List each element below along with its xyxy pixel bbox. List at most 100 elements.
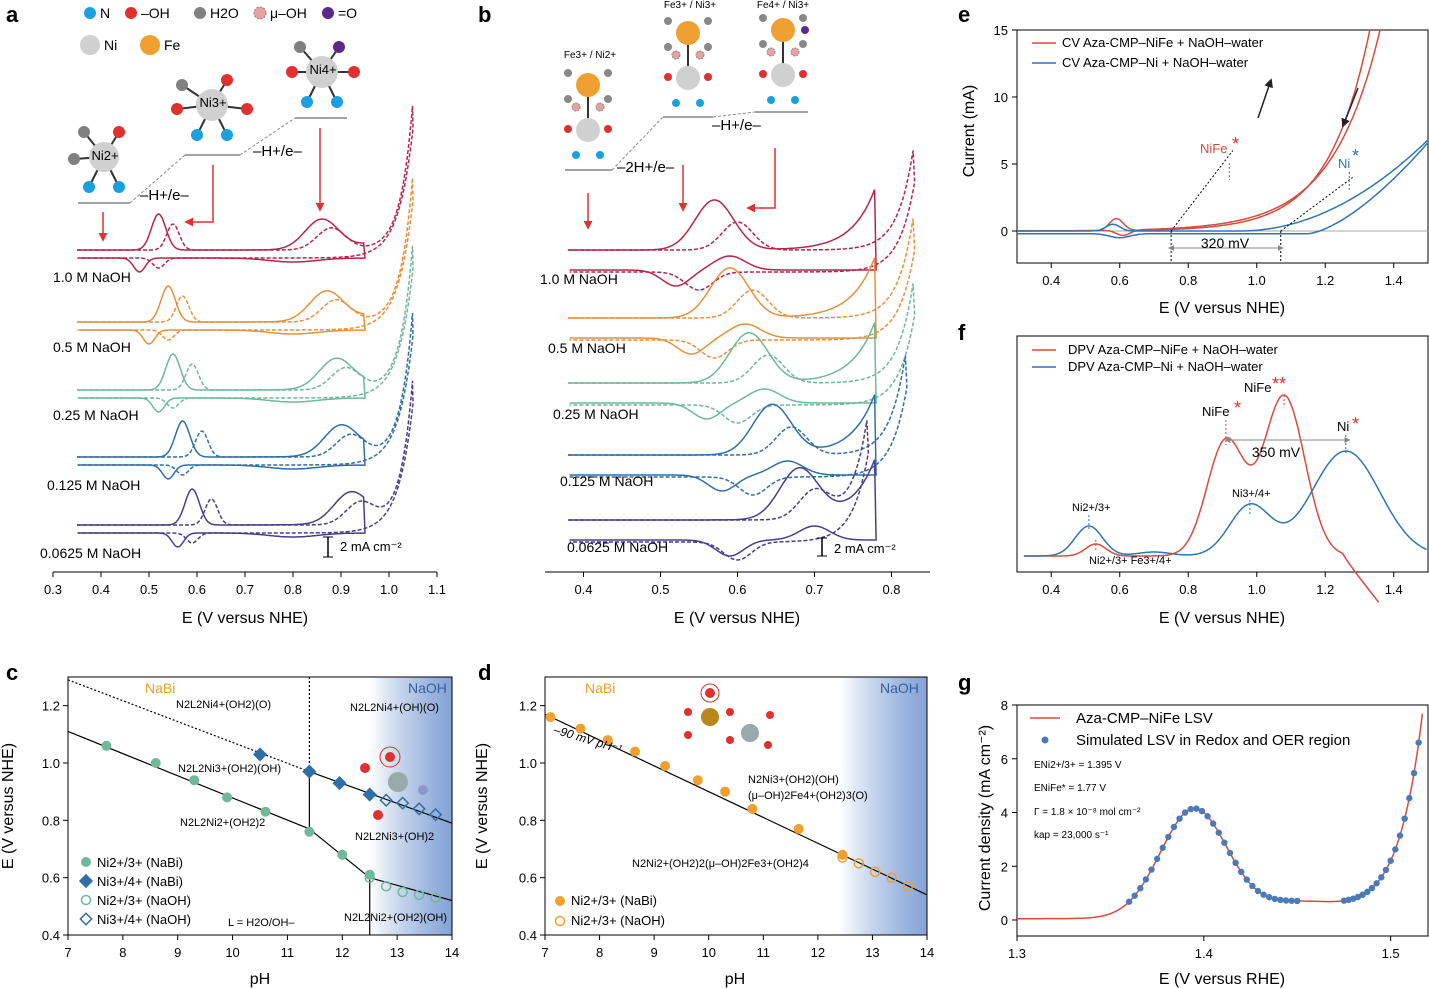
g-sim-point [1209,820,1217,827]
f-gap-label: 350 mV [1252,444,1301,460]
d-x-tick-label: 12 [811,945,825,960]
c-line-ni23-c [369,877,453,902]
panel-letter-g: g [958,670,971,695]
c-x-tick-label: 13 [390,945,404,960]
g-sim-point [1125,898,1133,905]
o-atom-icon [322,7,334,19]
d-point-nabi [720,786,731,797]
muoh-atom-icon [790,47,800,57]
f-x-tick-label: 1.4 [1385,582,1403,597]
g-sim-point [1215,829,1222,836]
c-y-tick-label: 1.2 [42,699,60,714]
d-point-nabi [630,746,641,757]
b-level-connector [611,111,756,171]
a-species-ni3: Ni3+ [199,95,226,110]
o-atom-icon [801,26,809,34]
e-star-nife: * [1232,134,1239,154]
h2o-atom-icon [799,14,807,22]
n-atom-icon [596,151,604,159]
c-point-ni23-naoh [380,881,392,892]
c-line-ni34-dashed [67,679,310,773]
c-x-tick-label: 11 [281,945,295,960]
h2o-atom-icon [664,17,672,25]
d-point-naoh [902,881,914,892]
d-species-2: (μ–OH)2Fe4+(OH2)3(O) [748,790,868,802]
c-region-naoh: NaOH [408,680,447,696]
e-ni-cv [1017,138,1429,239]
c-species-4: N2L2Ni2+(OH2)2 [180,817,265,829]
atom [191,129,203,141]
g-sim-point [1226,849,1234,857]
n-atom-icon [791,96,799,104]
d-x-tick-label: 13 [865,945,879,960]
g-sim-point [1221,839,1228,846]
d-point-nabi [793,823,804,834]
c-point-ni34-naoh [395,796,410,810]
atom [301,96,313,108]
d-x-tick-label: 11 [757,945,771,960]
d-region-nabi: NaBi [585,680,615,696]
ni-center-icon [89,142,119,172]
f-star-3: * [1352,414,1359,434]
legend-o: =O [338,5,357,21]
g-sim-point [1282,897,1290,904]
c-legend-2: Ni3+/4+ (NaBi) [97,874,183,889]
c-mol-ni-icon [388,772,408,792]
c-mol-o-icon [385,752,395,762]
a-cv-dashed-2 [77,245,414,409]
g-param-2: ENiFe* = 1.77 V [1034,783,1106,794]
ni-center-icon [576,118,600,142]
d-y-tick-label: 0.6 [519,871,537,886]
d-species-1: N2Ni3+(OH2)(OH) [748,774,839,786]
g-legend-lsv: Aza-CMP–NiFe LSV [1076,710,1213,727]
a-label-3: 0.25 M NaOH [53,407,139,423]
ni-center-icon [676,66,700,90]
d-slope: –90 mV pH⁻¹ [551,722,623,756]
g-sim-point [1373,880,1380,887]
e-legend-ni: CV Aza-CMP–Ni + NaOH–water [1062,55,1249,70]
b-arrow-3 [746,148,776,213]
legend-fe: Fe [164,37,181,53]
g-x-tick-label: 1.3 [1008,946,1026,961]
g-sim-point [1382,866,1390,874]
b-label-5: 0.0625 M NaOH [567,539,668,555]
c-point-ni23-nabi [222,792,233,803]
e-ni-tangent [1280,176,1353,232]
f-frame [1016,335,1429,573]
d-mol-oh-icon [726,708,734,716]
c-legend-marker-1 [81,857,91,867]
e-x-tick-label: 0.6 [1111,273,1129,288]
a-x-tick-label: 1.0 [380,582,398,597]
f-x-tick-label: 0.8 [1179,582,1197,597]
g-sim-point [1237,868,1245,876]
c-x-tick-label: 7 [64,945,71,960]
atom [333,41,345,53]
a-x-tick-label: 0.8 [284,582,302,597]
ni-center-icon [771,63,795,87]
ni-atom-icon [80,35,100,55]
g-param-1: ENi2+/3+ = 1.395 V [1034,760,1122,771]
f-annot-ni: Ni [1337,419,1349,434]
c-point-ni23-nabi [304,826,315,837]
g-sim-point [1176,815,1183,822]
b-label-2: 0.5 M NaOH [548,340,626,356]
f-legend-ni: DPV Aza-CMP–Ni + NaOH–water [1068,359,1263,374]
b-x-tick-label: 0.5 [651,582,669,597]
a-step-2: –H+/e– [253,143,302,160]
a-scale-bar-label: 2 mA cm⁻² [340,539,402,554]
c-note: L = H2O/OH– [228,917,295,929]
c-point-ni23-naoh [364,872,375,883]
a-cv-solid-2 [77,353,366,413]
e-annot-ni: Ni [1338,156,1350,171]
g-x-tick-label: 1.5 [1382,946,1400,961]
f-x-tick-label: 0.4 [1042,582,1060,597]
g-sim-point [1396,832,1404,839]
e-x-tick-label: 1.4 [1385,273,1403,288]
a-x-tick-label: 0.9 [332,582,350,597]
muoh-atom-icon [671,50,681,60]
g-sim-point [1181,809,1189,816]
h2o-atom-icon [564,95,572,103]
c-species-2: N2L2Ni4+(OH)(O) [350,702,439,714]
muoh-atom-icon [766,47,776,57]
h2o-atom-icon [704,43,712,51]
